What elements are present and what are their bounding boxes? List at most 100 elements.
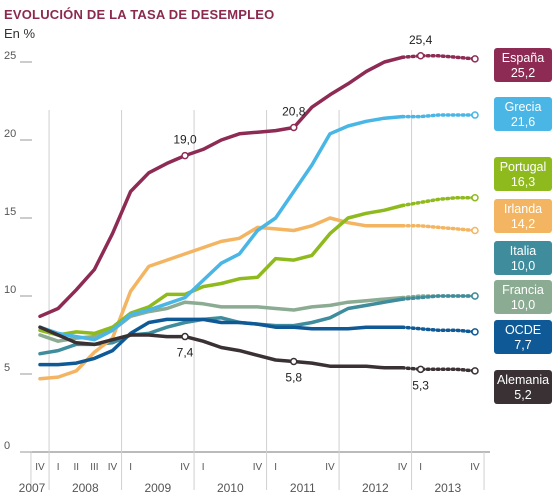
x-quarter-label: II [73,462,79,473]
x-quarter-label: IV [398,462,408,473]
series-projection-irlanda [400,224,477,233]
series-endpoint-grecia [471,111,479,119]
x-year-label: 2012 [362,481,389,495]
series-projection-portugal [400,195,477,208]
legend-badge-box [494,199,552,233]
series-endpoint-ocde [471,328,479,336]
x-quarter-label: IV [325,462,335,473]
legend-badges: España25,2Grecia21,6Portugal16,3Irlanda1… [494,48,552,404]
legend-series-name: Alemania [497,373,549,387]
legend-badge-box [494,280,552,314]
legend-series-name: Portugal [500,160,547,174]
legend-series-name: OCDE [505,323,541,337]
series-endpoint-irlanda [471,226,479,235]
y-tick-label: 20 [4,128,16,140]
annotation-point [416,52,425,60]
annotation-point [290,357,298,366]
legend-series-value: 21,6 [511,115,535,129]
series-line-portugal [38,203,405,337]
x-quarter-label: I [419,462,422,473]
legend-series-value: 10,0 [511,259,535,273]
legend-badge-box [494,370,552,404]
y-tick-label: 0 [4,440,10,452]
annotation-point [290,123,298,132]
annotation-point [416,365,425,374]
series-line-grecia [38,114,405,342]
series-projection-grecia [400,113,477,119]
x-quarter-label: IV [253,462,263,473]
grid [20,110,490,490]
x-year-label: 2010 [217,481,244,495]
y-axis: 0 5 10 15 20 25 [4,50,32,453]
legend-badge-box [494,97,552,131]
series-line-irlanda [38,216,405,381]
x-year-label: 2008 [72,481,99,495]
legend-badge-box [494,48,552,82]
series-line-francia [38,295,405,343]
annotation-label: 25,4 [409,33,433,47]
x-quarter-label: I [129,462,132,473]
annotation-label: 5,3 [412,378,429,392]
legend-series-value: 7,7 [514,338,531,352]
annotation-point [181,151,189,160]
chart-title: EVOLUCIÓN DE LA TASA DE DESEMPLEO [4,7,274,22]
legend-badge-box [494,157,552,191]
series-lines [38,54,479,381]
series-projection-españa [400,54,477,61]
annotation-label: 5,8 [285,371,302,385]
legend-series-value: 25,2 [511,66,535,80]
legend-badge-box [494,241,552,275]
series-line-alemania [38,325,405,370]
annotation-label: 20,8 [282,105,306,119]
series-endpoint-italia [471,292,479,300]
x-year-label: 2011 [290,481,316,495]
x-quarter-label: I [274,462,277,473]
x-quarter-label: I [57,462,60,473]
x-quarter-label: IV [35,462,45,473]
x-year-label: 2007 [19,481,46,495]
legend-badge-box [494,320,552,354]
series-projection-ocde [400,325,477,334]
series-line-ocde [38,317,405,367]
annotations: 19,0 20,8 25,4 7,4 5,8 5,3 [173,33,432,393]
x-quarter-label: III [90,462,98,473]
series-line-españa [38,55,405,319]
annotation-label: 19,0 [173,133,197,147]
legend-series-name: Grecia [505,100,542,114]
y-tick-label: 15 [4,206,16,218]
legend-series-name: Italia [510,244,536,258]
x-quarter-label: IV [470,462,480,473]
annotation-point [181,332,189,341]
legend-series-name: España [502,51,544,65]
x-year-label: 2009 [144,481,171,495]
y-tick-label: 10 [4,284,16,296]
series-endpoint-alemania [471,367,479,375]
legend-series-value: 16,3 [511,175,535,189]
legend-series-name: Francia [502,283,544,297]
legend-series-name: Irlanda [504,202,542,216]
x-quarter-label: IV [108,462,118,473]
x-quarter-label: I [202,462,205,473]
legend-series-value: 5,2 [514,388,531,402]
legend-series-value: 10,0 [511,298,535,312]
y-axis-unit: En % [4,26,36,41]
annotation-label: 7,4 [177,346,194,360]
series-projection-italia [400,294,477,301]
y-tick-label: 25 [4,50,16,62]
series-endpoint-portugal [471,193,479,202]
x-year-label: 2013 [434,481,461,495]
x-quarter-label: IV [180,462,190,473]
series-projection-alemania [400,366,477,373]
y-tick-label: 5 [4,362,10,374]
series-endpoint-españa [471,55,479,63]
